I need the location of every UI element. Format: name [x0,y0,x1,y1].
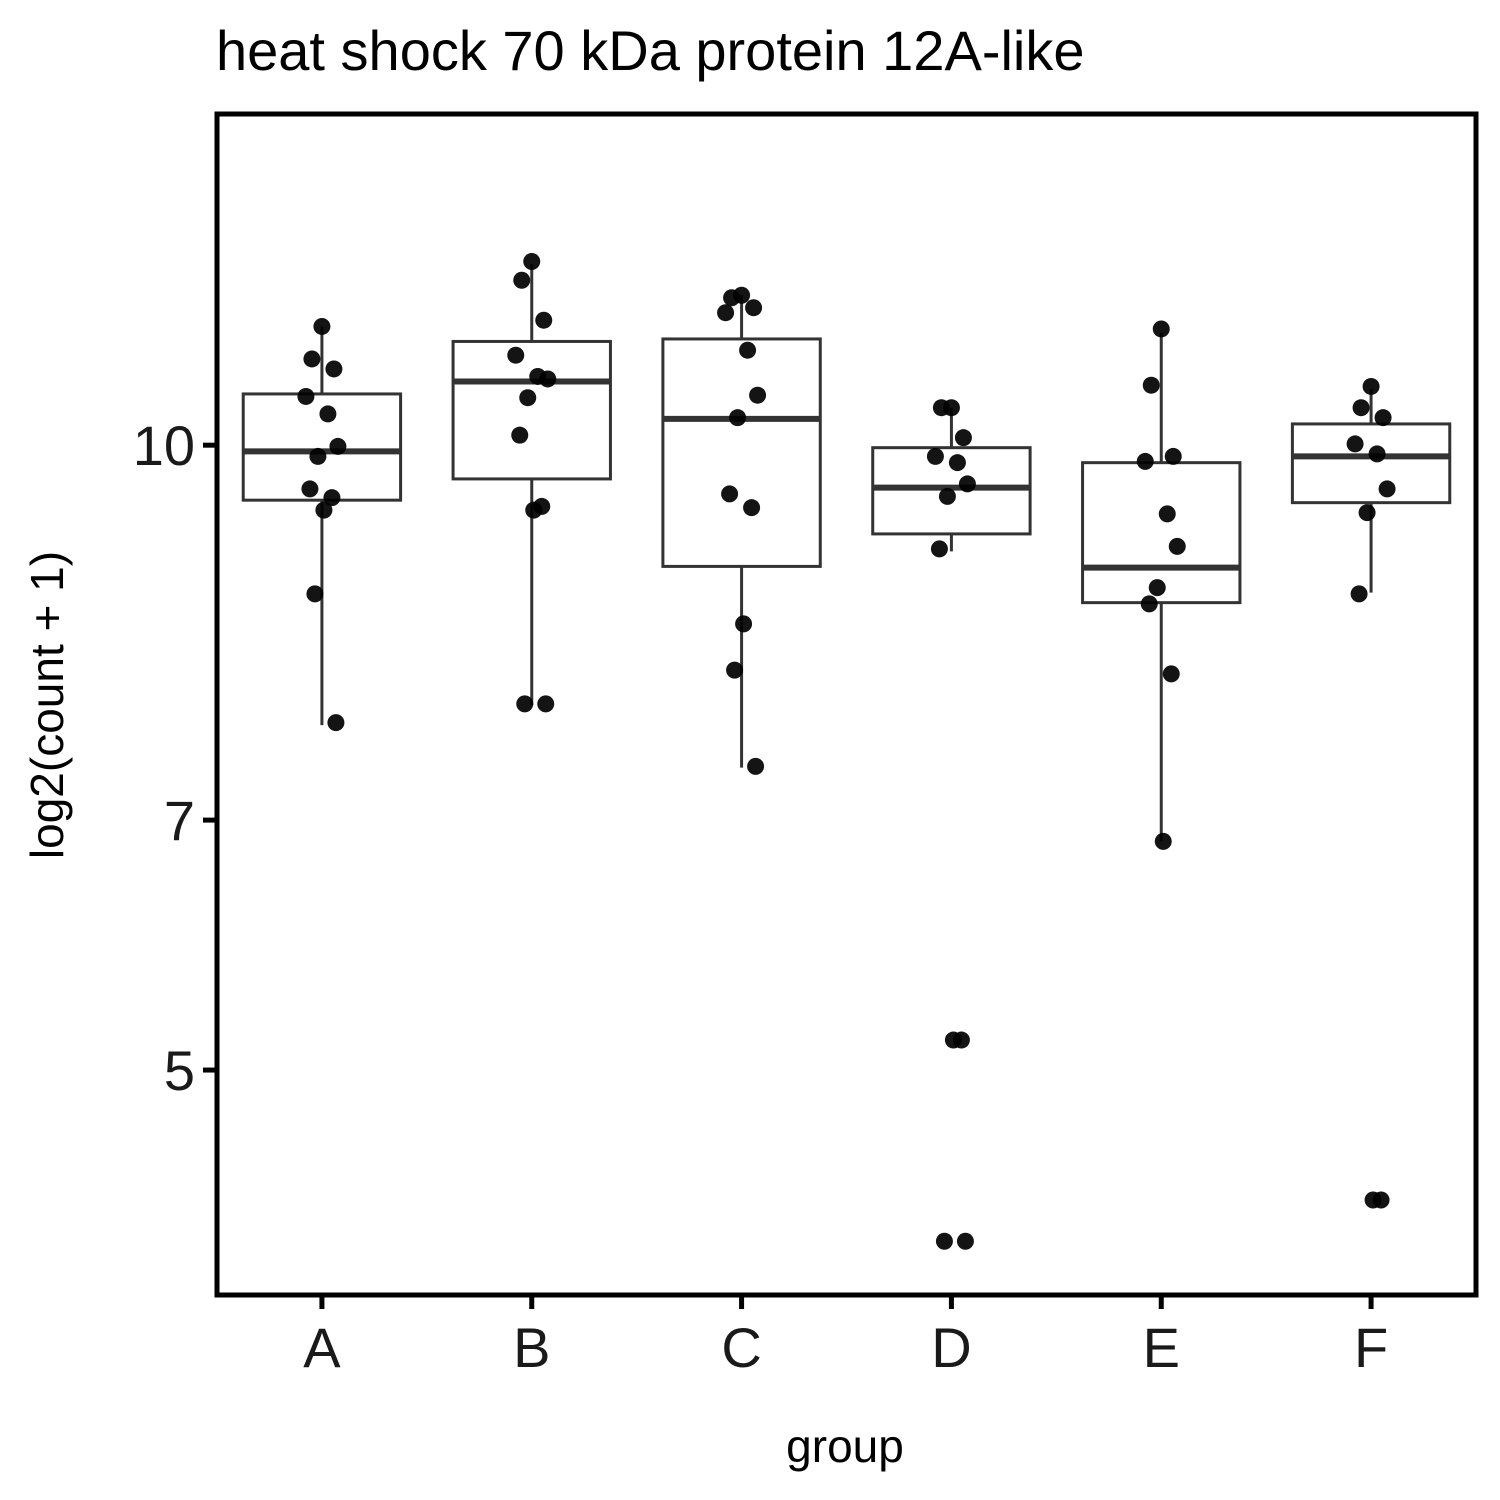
data-point-d [954,429,972,447]
data-point-b [539,370,557,388]
data-point-a [319,405,337,423]
data-point-f [1368,445,1386,463]
y-axis-title: log2(count + 1) [21,551,73,859]
axes-layer: 5 7 10 A B C D E F [133,414,1388,1379]
plot-panel-border [214,111,1479,1298]
x-tick-label: A [303,1316,341,1379]
data-point-c [749,386,767,404]
boxes-layer [241,263,1452,842]
data-point-b [525,501,543,519]
chart-title: heat shock 70 kDa protein 12A-like [216,19,1085,82]
data-point-b [535,311,553,329]
data-point-c [747,757,765,775]
y-tick-label: 10 [133,414,195,477]
data-point-e [1136,452,1154,470]
points-layer [297,252,1396,1250]
data-point-b [523,252,541,270]
x-axis-title: group [786,1420,904,1472]
data-point-d [932,399,950,417]
data-point-d [948,454,966,472]
data-point-f [1346,435,1364,453]
data-point-f [1352,399,1370,417]
data-point-f [1374,409,1392,427]
data-point-b [516,695,534,713]
data-point-a [297,387,315,405]
data-point-b [519,389,537,407]
data-point-e [1140,595,1158,613]
data-point-f [1362,377,1380,395]
data-point-e [1154,832,1172,850]
data-point-d [930,540,948,558]
data-point-d [935,1232,953,1250]
data-point-d [944,1031,962,1049]
data-point-e [1148,579,1166,597]
data-point-d [958,475,976,493]
data-point-a [323,489,341,507]
data-point-c [735,615,753,633]
data-point-a [315,501,333,519]
data-point-c [726,661,744,679]
y-tick-label: 5 [164,1039,195,1102]
data-point-f [1350,585,1368,603]
data-point-c [739,341,757,359]
box-f [1290,422,1452,505]
data-point-e [1162,665,1180,683]
data-point-c [723,289,741,307]
data-point-c [721,485,739,503]
data-point-b [537,695,555,713]
data-point-c [743,499,761,517]
box-b [451,339,612,481]
data-point-c [745,299,763,317]
data-point-c [717,304,735,322]
data-point-a [327,714,345,732]
data-point-b [507,346,525,364]
data-point-a [303,350,321,368]
x-tick-label: D [931,1316,971,1379]
x-tick-label: F [1354,1316,1388,1379]
data-point-a [329,437,347,455]
data-point-f [1378,480,1396,498]
data-point-a [309,447,327,465]
data-point-d [938,487,956,505]
data-point-e [1158,505,1176,523]
data-point-a [306,585,324,603]
y-tick-label: 7 [164,789,195,852]
x-tick-label: C [721,1316,761,1379]
data-point-e [1142,376,1160,394]
data-point-d [926,447,944,465]
data-point-b [511,426,529,444]
data-point-e [1152,320,1170,338]
data-point-a [325,360,343,378]
x-tick-label: B [513,1316,550,1379]
data-point-a [301,480,319,498]
data-point-f [1358,504,1376,522]
data-point-e [1168,537,1186,555]
box-e [1081,461,1242,605]
data-point-e [1164,447,1182,465]
data-point-a [313,317,331,335]
box-c [661,337,822,568]
data-point-c [729,409,747,427]
data-point-b [513,271,531,289]
data-point-f [1364,1191,1382,1209]
x-tick-label: E [1143,1316,1180,1379]
data-point-d [956,1232,974,1250]
